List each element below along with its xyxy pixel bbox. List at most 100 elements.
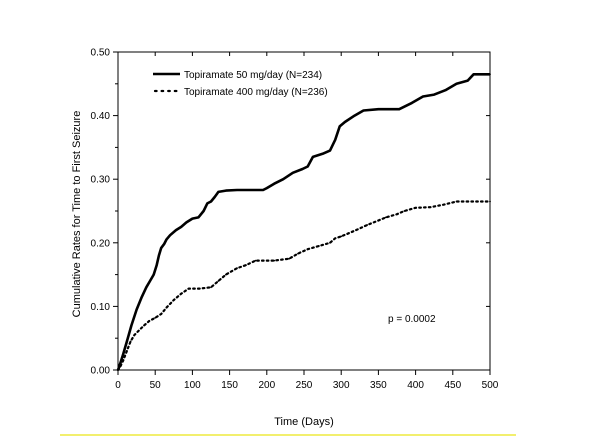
series-1-point bbox=[334, 138, 337, 141]
series-2-point bbox=[160, 313, 163, 315]
series-2-point bbox=[172, 299, 175, 301]
series-2-point bbox=[119, 365, 122, 368]
series-1-point bbox=[377, 108, 380, 111]
series-2-point bbox=[297, 252, 299, 255]
series-2-point bbox=[403, 210, 406, 212]
series-2-point bbox=[414, 206, 417, 209]
series-2-point bbox=[455, 200, 458, 203]
bottom-rule bbox=[60, 434, 516, 436]
series-1-point bbox=[202, 210, 205, 212]
series-1-point bbox=[455, 82, 458, 85]
series-1-point bbox=[130, 324, 133, 327]
series-1-point bbox=[140, 296, 143, 298]
series-1-point bbox=[175, 229, 177, 232]
series-1-point bbox=[163, 243, 166, 246]
series-1-point bbox=[306, 165, 309, 168]
y-axis-title: Cumulative Rates for Time to First Seizu… bbox=[71, 111, 83, 318]
series-1-point bbox=[444, 89, 447, 92]
x-tick-label: 200 bbox=[258, 380, 275, 391]
series-1-point bbox=[191, 217, 194, 220]
x-tick-label: 250 bbox=[296, 380, 313, 391]
series-2-point bbox=[154, 316, 157, 319]
series-1-point bbox=[180, 226, 183, 228]
series-line-2 bbox=[116, 200, 492, 372]
series-1-point bbox=[165, 238, 168, 241]
series-1-point bbox=[312, 156, 314, 158]
series-2-point bbox=[148, 320, 151, 322]
series-1-point bbox=[158, 254, 160, 257]
series-layer bbox=[116, 73, 492, 372]
series-1-point bbox=[301, 168, 304, 170]
series-2-point bbox=[133, 334, 136, 336]
series-1-point bbox=[225, 189, 227, 192]
series-2-point bbox=[377, 219, 380, 222]
series-line-1 bbox=[116, 73, 490, 371]
series-1-point bbox=[155, 264, 158, 266]
series-1-point bbox=[291, 171, 294, 174]
x-tick-label: 0 bbox=[115, 380, 121, 391]
series-2-point bbox=[217, 280, 220, 282]
series-1-point bbox=[338, 125, 341, 128]
series-2-point bbox=[165, 306, 168, 309]
series-1-point bbox=[472, 73, 475, 76]
p-value-annotation: p = 0.0002 bbox=[388, 314, 436, 325]
series-1-point bbox=[422, 95, 424, 98]
legend: Topiramate 50 mg/day (N=234) Topiramate … bbox=[153, 70, 328, 98]
series-1-point bbox=[329, 149, 331, 152]
series-1-point bbox=[489, 73, 491, 76]
series-2-point bbox=[347, 232, 350, 235]
x-tick-label: 100 bbox=[184, 380, 201, 391]
series-1-point bbox=[122, 353, 125, 355]
series-1-point bbox=[135, 308, 138, 311]
series-1-point bbox=[398, 108, 401, 111]
series-1-point bbox=[262, 189, 264, 191]
series-2-point bbox=[334, 237, 337, 240]
series-1-point bbox=[206, 202, 209, 205]
series-2-point bbox=[126, 350, 128, 352]
series-1-point bbox=[411, 102, 413, 104]
series-2-point bbox=[143, 324, 145, 327]
series-2-point bbox=[187, 287, 190, 290]
series-1-point bbox=[466, 79, 469, 82]
series-1-point bbox=[282, 178, 285, 181]
series-1-point bbox=[362, 109, 365, 112]
series-2-point bbox=[489, 200, 491, 203]
series-2-point bbox=[129, 340, 132, 343]
series-2-point bbox=[254, 259, 257, 262]
series-1-point bbox=[251, 189, 253, 191]
x-tick-label: 300 bbox=[333, 380, 350, 391]
series-1-point bbox=[265, 187, 268, 190]
x-tick-label: 50 bbox=[150, 380, 162, 391]
series-2-point bbox=[355, 229, 357, 232]
series-2-point bbox=[122, 359, 125, 362]
y-tick-label: 0.50 bbox=[91, 48, 111, 59]
series-1-point bbox=[145, 286, 148, 289]
series-2-point bbox=[245, 264, 247, 266]
series-2-point bbox=[306, 248, 309, 251]
x-tick-label: 150 bbox=[221, 380, 238, 391]
series-2-point bbox=[318, 245, 320, 247]
series-2-point bbox=[396, 213, 398, 216]
x-tick-label: 450 bbox=[444, 380, 461, 391]
series-2-point bbox=[225, 273, 227, 276]
series-1-point bbox=[160, 247, 163, 249]
series-1-point bbox=[213, 196, 216, 198]
series-2-point bbox=[443, 203, 445, 206]
x-axis-title: Time (Days) bbox=[274, 416, 333, 428]
series-1-point bbox=[169, 234, 172, 237]
series-2-point bbox=[236, 267, 238, 270]
series-1-point bbox=[152, 273, 155, 276]
series-2-point bbox=[117, 369, 119, 371]
series-2-point bbox=[366, 224, 369, 226]
y-tick-label: 0.40 bbox=[91, 111, 111, 122]
legend-label-series-1: Topiramate 50 mg/day (N=234) bbox=[184, 70, 322, 81]
series-2-point bbox=[429, 206, 432, 209]
y-tick-label: 0.20 bbox=[91, 238, 111, 249]
x-tick-label: 400 bbox=[407, 380, 424, 391]
series-1-point bbox=[185, 221, 188, 224]
series-1-point bbox=[321, 152, 324, 155]
y-axis: 0.00 0.10 0.20 0.30 0.40 0.50 bbox=[91, 48, 490, 377]
series-1-point bbox=[273, 182, 276, 185]
legend-label-series-2: Topiramate 400 mg/day (N=236) bbox=[184, 87, 328, 98]
